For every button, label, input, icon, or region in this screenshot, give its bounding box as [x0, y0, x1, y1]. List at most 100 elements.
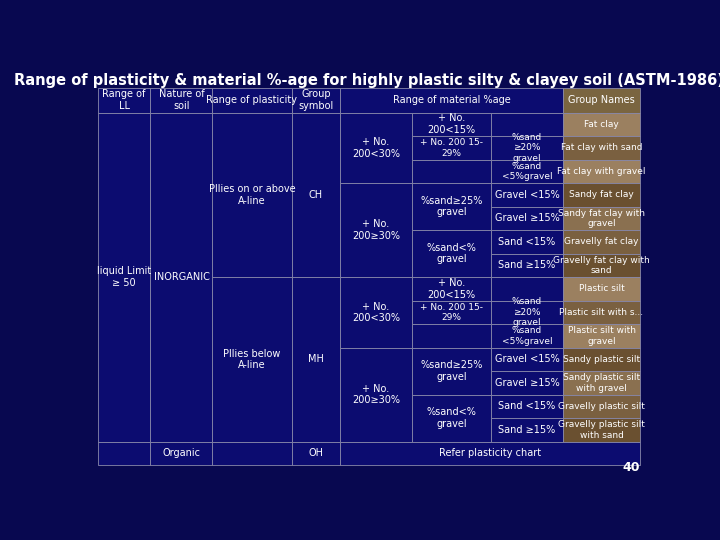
Text: Sand <15%: Sand <15%	[498, 237, 556, 247]
Bar	[563, 301, 640, 324]
Bar	[563, 159, 640, 183]
Bar	[492, 371, 563, 395]
Text: Gravelly plastic silt
with sand: Gravelly plastic silt with sand	[558, 420, 645, 440]
Bar	[98, 112, 150, 442]
Bar	[563, 277, 640, 301]
Text: %sand
≥20%
gravel: %sand ≥20% gravel	[512, 298, 542, 327]
Bar	[150, 442, 212, 465]
Text: Nature of
soil: Nature of soil	[158, 90, 204, 111]
Bar	[412, 395, 492, 442]
Bar	[492, 277, 563, 301]
Bar	[492, 324, 563, 348]
Text: Sandy fat clay: Sandy fat clay	[569, 190, 634, 199]
Text: Range of material %age: Range of material %age	[392, 95, 510, 105]
Bar	[412, 230, 492, 277]
Bar	[563, 348, 640, 371]
Text: Gravel ≥15%: Gravel ≥15%	[495, 378, 559, 388]
Bar	[98, 442, 150, 465]
Bar	[412, 324, 492, 348]
Bar	[341, 112, 412, 183]
Bar	[341, 348, 412, 442]
Bar	[563, 230, 640, 254]
Text: Gravel <15%: Gravel <15%	[495, 354, 559, 364]
Text: Fat clay with gravel: Fat clay with gravel	[557, 167, 646, 176]
Text: %sand
≥20%
gravel: %sand ≥20% gravel	[512, 133, 542, 163]
Bar	[150, 112, 212, 442]
Text: %sand
<5%gravel: %sand <5%gravel	[502, 161, 552, 181]
Text: Fat clay with sand: Fat clay with sand	[561, 143, 642, 152]
Bar	[492, 418, 563, 442]
Text: CH: CH	[309, 190, 323, 200]
Bar	[563, 136, 640, 159]
Text: liquid Limit
≥ 50: liquid Limit ≥ 50	[97, 266, 151, 288]
Bar	[563, 207, 640, 230]
Bar	[412, 348, 492, 395]
Text: Sandy plastic silt: Sandy plastic silt	[563, 355, 640, 364]
Bar	[98, 88, 150, 112]
Bar	[212, 277, 292, 442]
Bar	[492, 301, 563, 324]
Text: %sand
<5%gravel: %sand <5%gravel	[502, 326, 552, 346]
Text: Plastic silt with
gravel: Plastic silt with gravel	[567, 326, 636, 346]
Bar	[563, 112, 640, 136]
Bar	[492, 159, 563, 183]
Bar	[412, 112, 492, 136]
Bar	[212, 442, 292, 465]
Bar	[492, 254, 563, 277]
Bar	[492, 207, 563, 230]
Text: Sand ≥15%: Sand ≥15%	[498, 425, 556, 435]
Text: + No.
200<15%: + No. 200<15%	[428, 278, 476, 300]
Bar	[563, 324, 640, 348]
Text: Gravelly fat clay with
sand: Gravelly fat clay with sand	[553, 255, 650, 275]
Bar	[292, 88, 341, 112]
Text: %sand<%
gravel: %sand<% gravel	[426, 407, 477, 429]
Text: Gravelly plastic silt: Gravelly plastic silt	[558, 402, 645, 411]
Text: %sand<%
gravel: %sand<% gravel	[426, 243, 477, 265]
Text: Range of plasticity & material %-age for highly plastic silty & clayey soil (AST: Range of plasticity & material %-age for…	[14, 72, 720, 87]
Text: + No.
200≥30%: + No. 200≥30%	[352, 219, 400, 241]
Text: + No.
200≥30%: + No. 200≥30%	[352, 384, 400, 406]
Text: Plastic silt with s...: Plastic silt with s...	[559, 308, 644, 317]
Bar	[212, 88, 292, 112]
Text: %sand≥25%
gravel: %sand≥25% gravel	[420, 196, 482, 218]
Text: Group
symbol: Group symbol	[298, 90, 333, 111]
Text: + No. 200 15-
29%: + No. 200 15- 29%	[420, 138, 483, 158]
Bar	[563, 371, 640, 395]
Text: Sand <15%: Sand <15%	[498, 401, 556, 411]
Bar	[412, 301, 492, 324]
Text: MH: MH	[308, 354, 324, 364]
Bar	[492, 230, 563, 254]
Bar	[341, 183, 412, 277]
Text: Pllies below
A-line: Pllies below A-line	[223, 349, 281, 370]
Bar	[212, 112, 292, 277]
Bar	[412, 277, 492, 301]
Text: Sandy plastic silt
with gravel: Sandy plastic silt with gravel	[563, 373, 640, 393]
Bar	[563, 88, 640, 112]
Text: + No.
200<30%: + No. 200<30%	[352, 301, 400, 323]
Bar	[563, 183, 640, 207]
Bar	[563, 395, 640, 418]
Bar	[492, 395, 563, 418]
Text: INORGANIC: INORGANIC	[153, 272, 210, 282]
Text: + No. 200 15-
29%: + No. 200 15- 29%	[420, 303, 483, 322]
Text: Refer plasticity chart: Refer plasticity chart	[439, 448, 541, 458]
Text: OH: OH	[308, 448, 323, 458]
Bar	[412, 183, 492, 230]
Bar	[492, 348, 563, 371]
Bar	[412, 159, 492, 183]
Text: Pllies on or above
A-line: Pllies on or above A-line	[209, 184, 295, 206]
Bar	[341, 88, 563, 112]
Text: Gravel ≥15%: Gravel ≥15%	[495, 213, 559, 224]
Bar	[292, 112, 341, 277]
Text: + No.
200<30%: + No. 200<30%	[352, 137, 400, 159]
Text: Sand ≥15%: Sand ≥15%	[498, 260, 556, 271]
Bar	[341, 442, 640, 465]
Bar	[292, 442, 341, 465]
Bar	[412, 136, 492, 159]
Bar	[292, 277, 341, 442]
Text: Fat clay: Fat clay	[584, 120, 619, 129]
Text: Sandy fat clay with
gravel: Sandy fat clay with gravel	[558, 208, 645, 228]
Text: %sand≥25%
gravel: %sand≥25% gravel	[420, 360, 482, 382]
Text: Organic: Organic	[163, 448, 200, 458]
Bar	[492, 183, 563, 207]
